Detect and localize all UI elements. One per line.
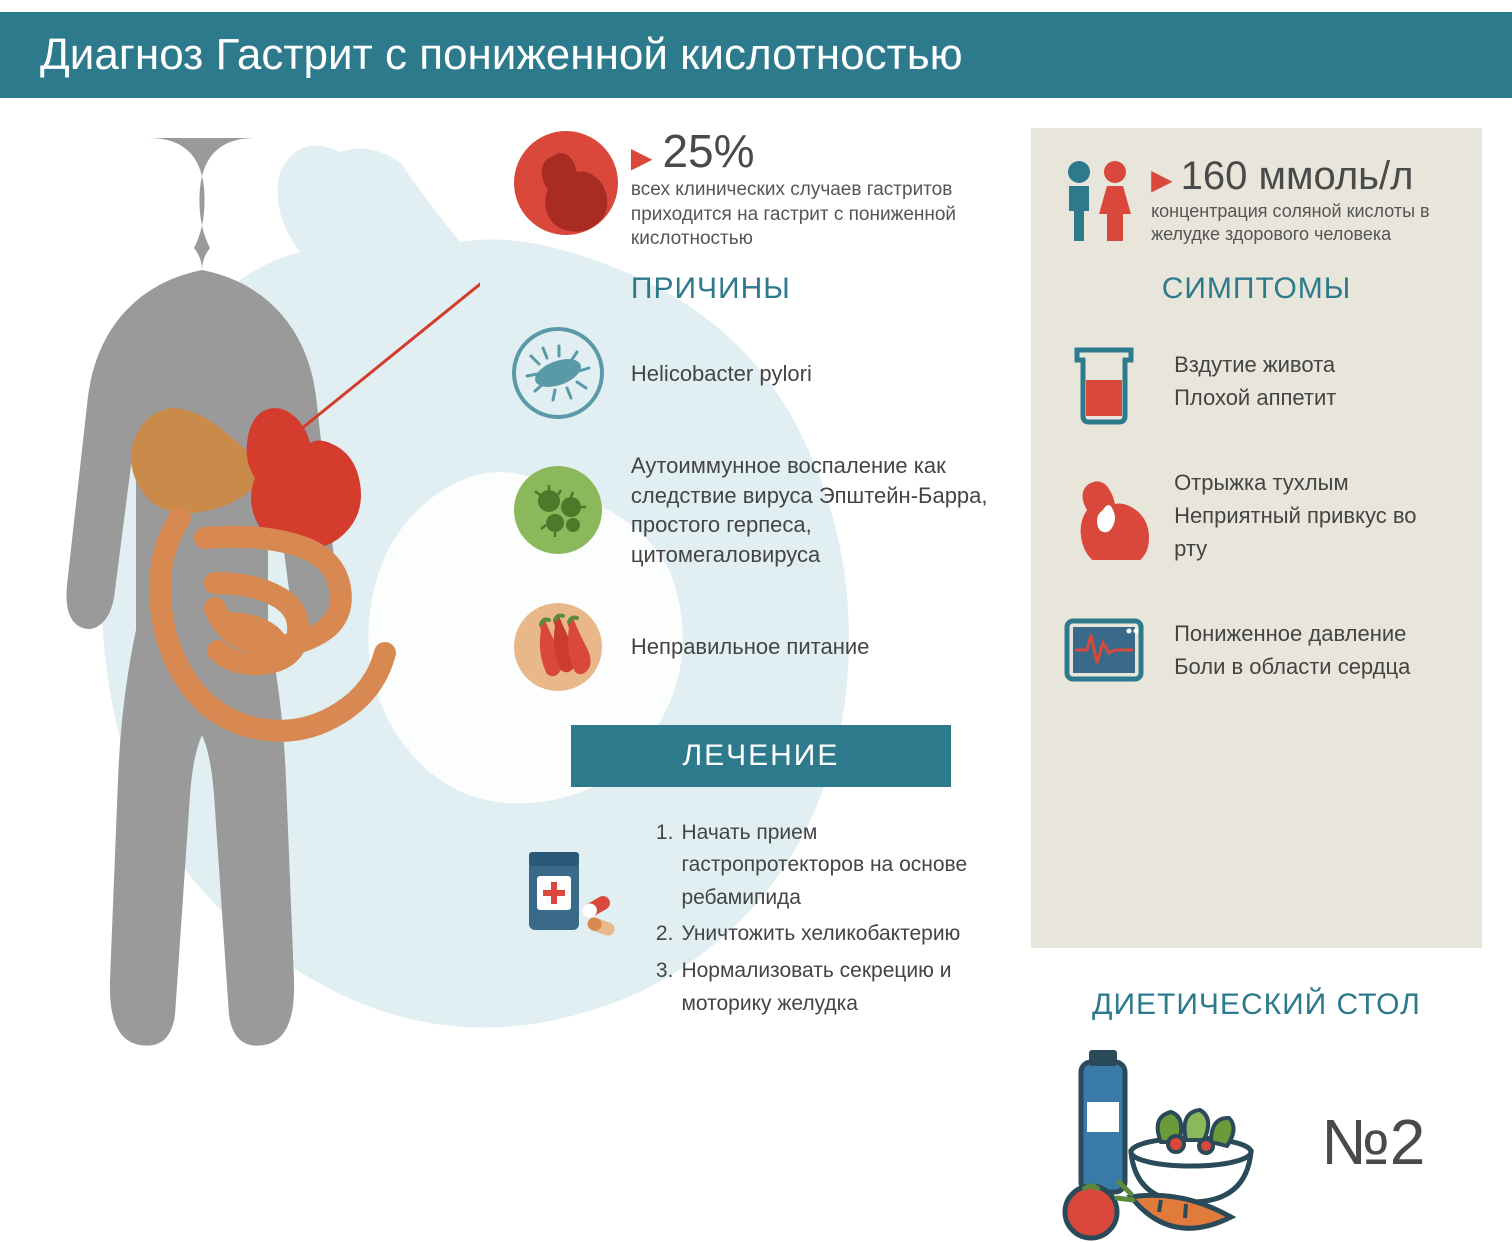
- treatment-section: 1.Начать прием гастропротекторов на осно…: [511, 817, 1001, 1024]
- cause-text: Helicobacter pylori: [631, 359, 812, 389]
- bacteria-icon: [511, 326, 606, 421]
- symptom-line: Плохой аппетит: [1174, 381, 1336, 414]
- symptom-item: Пониженное давление Боли в области сердц…: [1059, 605, 1454, 695]
- treatment-list: 1.Начать прием гастропротекторов на осно…: [656, 817, 1001, 1024]
- arrow-icon: ▶: [1151, 163, 1173, 196]
- symptom-line: Неприятный привкус во рту: [1174, 499, 1454, 565]
- cause-item: Аутоиммунное воспаление как следствие ви…: [511, 451, 1001, 570]
- healthy-food-icon: [1031, 1042, 1281, 1242]
- virus-icon: [511, 463, 606, 558]
- causes-title: ПРИЧИНЫ: [631, 272, 1001, 306]
- medicine-icon: [511, 832, 631, 942]
- symptoms-title: СИМПТОМЫ: [1059, 272, 1454, 306]
- diet-number: №2: [1321, 1105, 1425, 1179]
- diet-section: ДИЕТИЧЕСКИЙ СТОЛ: [1031, 988, 1482, 1242]
- diet-title: ДИЕТИЧЕСКИЙ СТОЛ: [1031, 988, 1482, 1022]
- stomach-callout-icon: [511, 128, 621, 238]
- arrow-icon: ▶: [631, 141, 653, 174]
- symptom-stat-desc: концентрация соляной кислоты в желудке з…: [1151, 200, 1454, 247]
- symptom-line: Вздутие живота: [1174, 348, 1336, 381]
- human-body-icon: [30, 128, 480, 1128]
- stat-description: всех клинических случаев гастритов прихо…: [631, 178, 1001, 252]
- symptom-line: Боли в области сердца: [1174, 650, 1410, 683]
- symptom-item: Отрыжка тухлым Неприятный привкус во рту: [1059, 466, 1454, 565]
- beaker-icon: [1059, 336, 1149, 426]
- stat-prevalence: ▶ 25% всех клинических случаев гастритов…: [511, 128, 1001, 252]
- symptom-stat-value: 160 ммоль/л: [1181, 156, 1414, 196]
- heart-monitor-icon: [1059, 605, 1149, 695]
- cause-text: Неправильное питание: [631, 632, 869, 662]
- symptom-line: Отрыжка тухлым: [1174, 466, 1454, 499]
- people-icon: [1059, 156, 1139, 246]
- cause-item: Helicobacter pylori: [511, 326, 1001, 421]
- cause-item: Неправильное питание: [511, 600, 1001, 695]
- peppers-icon: [511, 600, 606, 695]
- body-diagram-column: [30, 128, 481, 1242]
- stat-value: 25%: [662, 128, 754, 174]
- treatment-title: ЛЕЧЕНИЕ: [571, 725, 951, 787]
- page-title: Диагноз Гастрит с пониженной кислотность…: [40, 30, 963, 79]
- stomach-fire-icon: [1059, 470, 1149, 560]
- symptom-item: Вздутие живота Плохой аппетит: [1059, 336, 1454, 426]
- symptom-line: Пониженное давление: [1174, 617, 1410, 650]
- symptoms-panel: ▶ 160 ммоль/л концентрация соляной кисло…: [1031, 128, 1482, 948]
- page-title-bar: Диагноз Гастрит с пониженной кислотность…: [0, 12, 1512, 98]
- cause-text: Аутоиммунное воспаление как следствие ви…: [631, 451, 1001, 570]
